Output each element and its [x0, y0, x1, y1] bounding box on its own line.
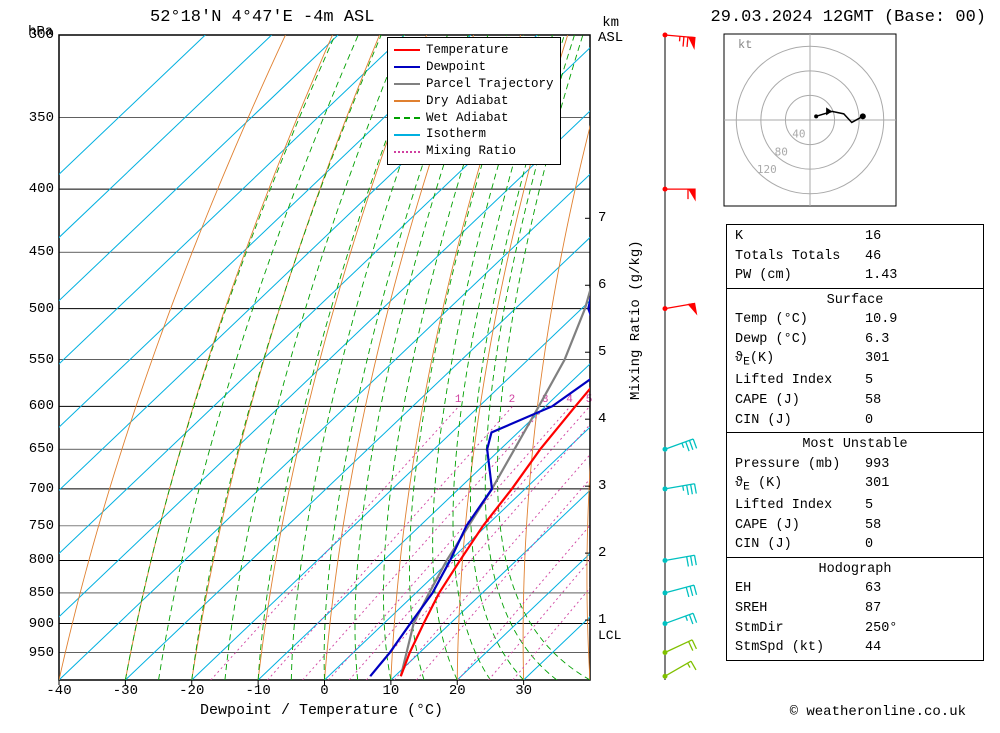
mu-heading: Most Unstable	[735, 435, 975, 455]
index-row: CIN (J)0	[735, 411, 975, 431]
legend-label: Parcel Trajectory	[426, 76, 554, 93]
index-row: CAPE (J)58	[735, 391, 975, 411]
legend-item: Parcel Trajectory	[394, 76, 554, 93]
index-row: Pressure (mb)993	[735, 455, 975, 475]
index-row: CIN (J)0	[735, 535, 975, 555]
indices-table: K16Totals Totals46PW (cm)1.43 Surface Te…	[726, 224, 984, 661]
legend-label: Temperature	[426, 42, 509, 59]
index-row: ϑE (K)301	[735, 474, 975, 496]
index-row: Lifted Index5	[735, 496, 975, 516]
index-row: StmDir250°	[735, 619, 975, 639]
index-row: Lifted Index5	[735, 371, 975, 391]
root: 52°18'N 4°47'E -4m ASL 29.03.2024 12GMT …	[0, 0, 1000, 733]
legend-item: Mixing Ratio	[394, 143, 554, 160]
svg-text:120: 120	[757, 163, 777, 176]
indices-general: K16Totals Totals46PW (cm)1.43	[727, 225, 983, 288]
legend-label: Isotherm	[426, 126, 486, 143]
indices-surface: Surface Temp (°C)10.9Dewp (°C)6.3ϑE(K)30…	[727, 288, 983, 432]
index-row: Totals Totals46	[735, 247, 975, 267]
index-row: SREH87	[735, 599, 975, 619]
index-row: CAPE (J)58	[735, 516, 975, 536]
svg-text:80: 80	[775, 145, 788, 158]
index-row: K16	[735, 227, 975, 247]
legend: TemperatureDewpointParcel TrajectoryDry …	[387, 37, 561, 165]
copyright: © weatheronline.co.uk	[790, 704, 966, 720]
index-row: Dewp (°C)6.3	[735, 330, 975, 350]
legend-label: Mixing Ratio	[426, 143, 516, 160]
legend-item: Dewpoint	[394, 59, 554, 76]
legend-item: Isotherm	[394, 126, 554, 143]
legend-item: Temperature	[394, 42, 554, 59]
indices-hodograph: Hodograph EH63SREH87StmDir250°StmSpd (kt…	[727, 557, 983, 660]
legend-item: Wet Adiabat	[394, 110, 554, 127]
legend-item: Dry Adiabat	[394, 93, 554, 110]
hodo-heading: Hodograph	[735, 560, 975, 580]
index-row: EH63	[735, 579, 975, 599]
index-row: PW (cm)1.43	[735, 266, 975, 286]
svg-text:40: 40	[792, 128, 805, 141]
legend-label: Dry Adiabat	[426, 93, 509, 110]
surface-heading: Surface	[735, 291, 975, 311]
legend-label: Wet Adiabat	[426, 110, 509, 127]
legend-label: Dewpoint	[426, 59, 486, 76]
indices-most-unstable: Most Unstable Pressure (mb)993ϑE (K)301L…	[727, 432, 983, 557]
index-row: Temp (°C)10.9	[735, 310, 975, 330]
index-row: StmSpd (kt)44	[735, 638, 975, 658]
index-row: ϑE(K)301	[735, 349, 975, 371]
